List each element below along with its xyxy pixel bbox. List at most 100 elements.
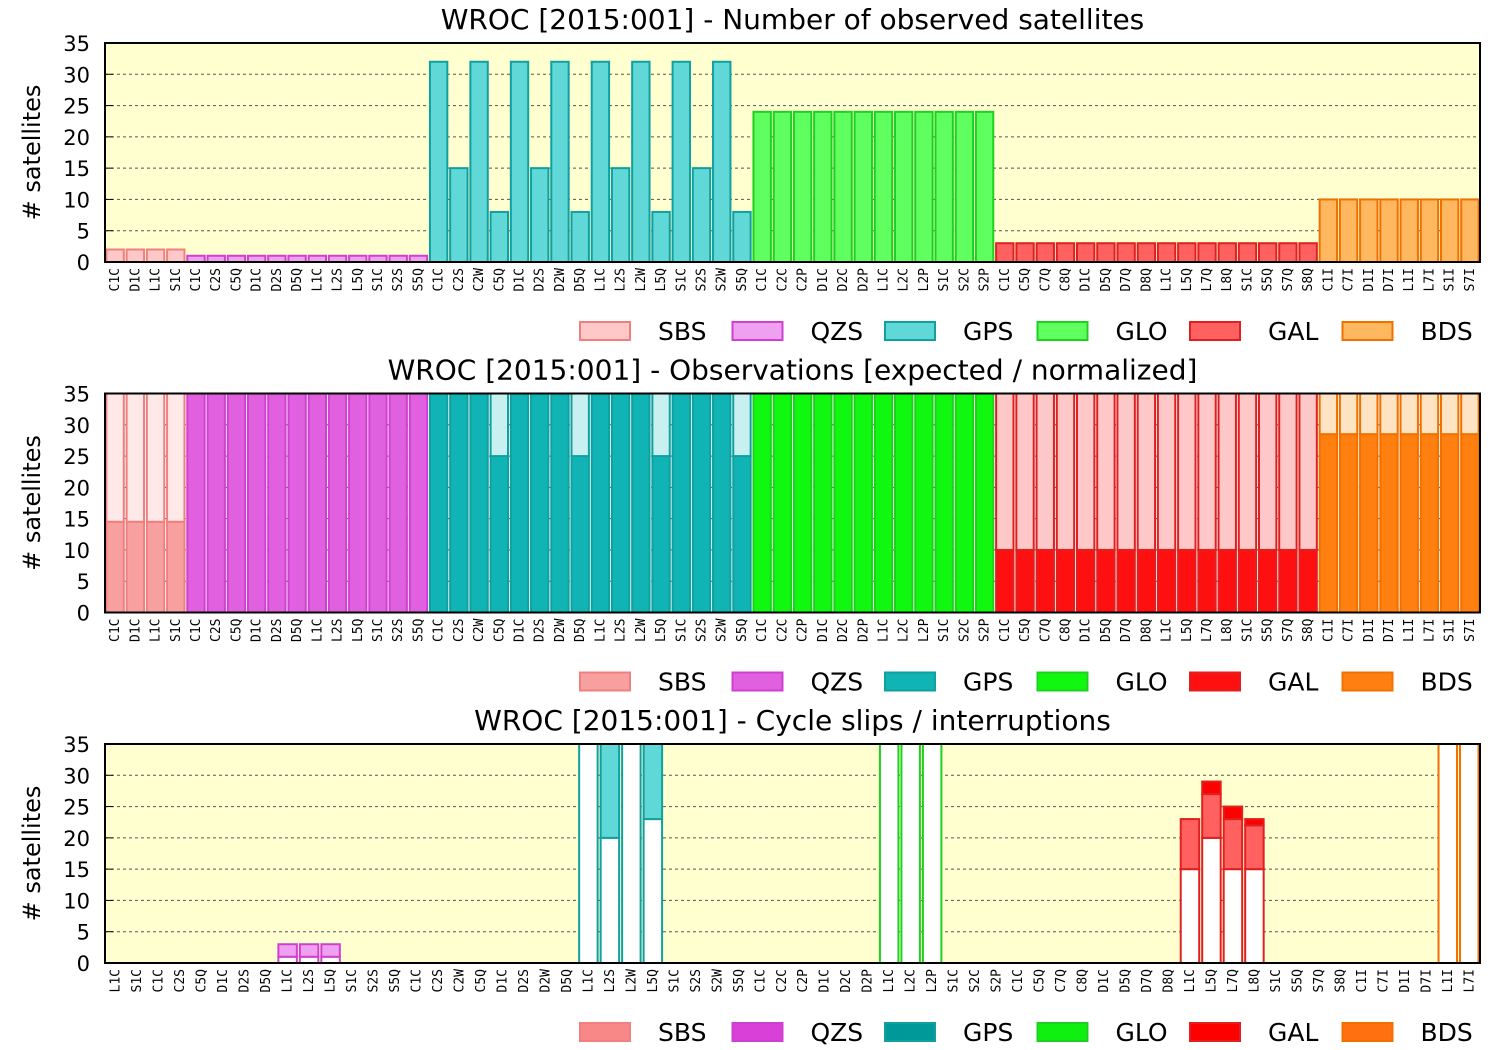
bar-segment: [186, 254, 206, 262]
x-tick-label: L2P: [917, 618, 932, 642]
bar-segment: [1197, 548, 1217, 613]
bar-segment: [1015, 393, 1035, 551]
x-tick-label: C2C: [775, 268, 790, 291]
x-tick-label: D1I: [1398, 969, 1413, 992]
x-tick-label: L2W: [624, 969, 639, 993]
bars: [105, 393, 1480, 613]
x-tick-label: L5Q: [654, 268, 669, 292]
bar-segment: [1257, 242, 1278, 262]
x-tick-label: L2P: [917, 268, 932, 292]
bar-segment: [1439, 433, 1460, 613]
y-tick-label: 5: [77, 921, 90, 945]
bar-segment: [449, 167, 469, 262]
bar-segment: [105, 520, 125, 613]
bar-segment: [1460, 198, 1480, 262]
x-tick-label: L2S: [331, 268, 346, 291]
bar-segment: [631, 393, 651, 613]
bar-segment: [125, 520, 146, 613]
bar-segment: [894, 110, 914, 262]
x-tick-label: C7Q: [1038, 268, 1053, 292]
x-tick-label: L2S: [614, 619, 629, 642]
legend-label: BDS: [1421, 317, 1473, 346]
bar-segment: [590, 60, 611, 262]
x-tick-label: S5Q: [1290, 969, 1305, 993]
legend-swatch: [1036, 671, 1089, 692]
bar-segment: [428, 393, 449, 613]
y-axis-label: # satellites: [18, 786, 46, 922]
bar-segment: [1217, 548, 1237, 613]
x-tick-label: C2C: [775, 619, 790, 642]
x-tick-label: D1C: [1097, 969, 1112, 992]
bar-segment: [570, 393, 590, 458]
y-tick-label: 30: [63, 63, 90, 87]
legend-label: QZS: [811, 317, 864, 346]
x-tick-label: S2P: [978, 268, 993, 292]
bar-segment: [873, 393, 894, 613]
bar-segment: [1237, 393, 1258, 551]
bar-segment: [1201, 780, 1222, 796]
bar-segment: [348, 393, 368, 613]
x-tick-label: L5Q: [1180, 618, 1195, 642]
bar-segment: [651, 455, 671, 613]
bar-segment: [469, 60, 489, 262]
x-tick-label: D5Q: [290, 268, 305, 292]
x-tick-label: C7I: [1342, 619, 1357, 642]
y-tick-label: 30: [63, 764, 90, 788]
x-tick-label: D7Q: [1140, 969, 1155, 993]
bar-segment: [1116, 242, 1136, 262]
x-tick-label: D2C: [836, 268, 851, 291]
x-tick-label: L7Q: [1200, 618, 1215, 642]
bar-segment: [348, 254, 368, 262]
bar-segment: [1136, 393, 1157, 551]
y-tick-label: 15: [63, 508, 90, 532]
y-tick-label: 10: [63, 889, 90, 913]
x-tick-label: S5Q: [735, 268, 750, 292]
x-tick-label: L2S: [603, 969, 618, 992]
bar-segment: [206, 393, 226, 613]
x-tick-label: D5Q: [573, 618, 588, 642]
x-tick-label: S2P: [990, 969, 1005, 993]
x-tick-label: D5Q: [1099, 268, 1114, 292]
x-tick-label: S1C: [130, 969, 145, 992]
bar-segment: [914, 110, 934, 262]
x-tick-label: C2P: [796, 969, 811, 993]
x-tick-label: D2C: [839, 969, 854, 992]
x-tick-label: C5Q: [492, 268, 507, 292]
x-tick-label: D2S: [533, 268, 548, 291]
bar-segment: [1035, 548, 1055, 613]
legend-swatch: [1036, 1022, 1089, 1042]
chart-title: WROC [2015:001] - Observations [expected…: [388, 354, 1198, 387]
x-tick-label: L1C: [581, 969, 596, 992]
x-tick-label: S2S: [695, 268, 710, 291]
x-tick-label: C1I: [1355, 969, 1370, 992]
bar-segment: [934, 393, 954, 613]
bar-segment: [509, 60, 530, 262]
x-tick-label: D1C: [818, 969, 833, 992]
bar-segment: [449, 393, 469, 613]
bar-segment: [1096, 548, 1116, 613]
y-tick-label: 20: [63, 827, 90, 851]
x-tick-label: S8Q: [1333, 969, 1348, 993]
bar-segment: [125, 393, 146, 523]
bar-segment: [246, 393, 267, 613]
x-tick-label: D1C: [495, 969, 510, 992]
bar-segment: [388, 254, 408, 262]
bar-segment: [1179, 868, 1201, 963]
bar-segment: [1237, 548, 1258, 613]
bar-segment: [489, 393, 509, 458]
x-tick-label: D2P: [861, 969, 876, 993]
bar-segment: [671, 393, 691, 613]
bar-segment: [1318, 393, 1339, 436]
x-tick-label: C1C: [152, 969, 167, 992]
x-tick-label: C5Q: [492, 618, 507, 642]
legend-swatch: [731, 1022, 784, 1042]
bar-segment: [954, 393, 975, 613]
bar-segment: [428, 60, 449, 262]
chart-title: WROC [2015:001] - Number of observed sat…: [441, 3, 1145, 36]
bar-segment: [320, 943, 341, 958]
legend-swatch: [884, 321, 936, 341]
bar-segment: [1278, 393, 1298, 551]
bar-segment: [974, 110, 995, 262]
x-tick-label: D2P: [856, 268, 871, 292]
x-tick-label: L1C: [882, 969, 897, 992]
